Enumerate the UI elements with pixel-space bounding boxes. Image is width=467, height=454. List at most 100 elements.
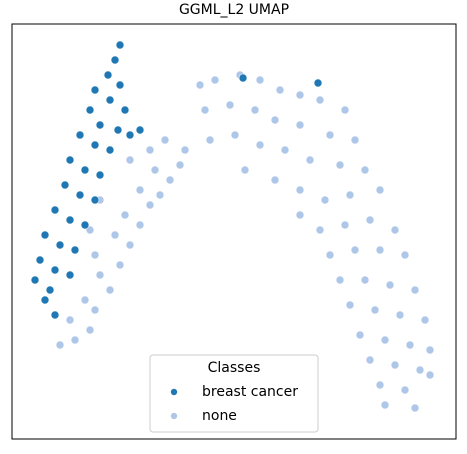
point xyxy=(415,365,425,375)
point xyxy=(270,115,280,125)
point xyxy=(180,145,190,155)
point xyxy=(270,175,280,185)
point xyxy=(165,175,175,185)
point xyxy=(135,185,145,195)
legend-box xyxy=(149,354,319,433)
point xyxy=(405,340,415,350)
point xyxy=(420,315,430,325)
point xyxy=(115,40,125,50)
point xyxy=(120,210,130,220)
point xyxy=(370,305,380,315)
point xyxy=(380,400,390,410)
point xyxy=(160,135,170,145)
point xyxy=(125,155,135,165)
point xyxy=(225,100,235,110)
point xyxy=(90,85,100,95)
point xyxy=(65,215,75,225)
point xyxy=(345,300,355,310)
point xyxy=(70,245,80,255)
point xyxy=(375,245,385,255)
point xyxy=(365,215,375,225)
point xyxy=(340,105,350,115)
point xyxy=(50,310,60,320)
point xyxy=(365,355,375,365)
point xyxy=(400,250,410,260)
point xyxy=(195,80,205,90)
point xyxy=(70,335,80,345)
point xyxy=(175,160,185,170)
point xyxy=(80,295,90,305)
point xyxy=(238,73,248,83)
point xyxy=(425,345,435,355)
point xyxy=(135,125,145,135)
point xyxy=(325,130,335,140)
point xyxy=(410,285,420,295)
point xyxy=(355,330,365,340)
point xyxy=(255,140,265,150)
point xyxy=(295,185,305,195)
point xyxy=(80,220,90,230)
point xyxy=(410,403,420,413)
point xyxy=(30,275,40,285)
point xyxy=(280,145,290,155)
points xyxy=(30,40,435,413)
point xyxy=(360,275,370,285)
point xyxy=(315,225,325,235)
legend: Classes breast cancer none xyxy=(149,354,319,433)
legend-marker xyxy=(170,388,178,396)
point xyxy=(250,105,260,115)
point xyxy=(335,160,345,170)
point xyxy=(65,315,75,325)
point xyxy=(50,265,60,275)
chart-title: GGML_L2 UMAP xyxy=(179,2,289,18)
point xyxy=(45,285,55,295)
point xyxy=(320,195,330,205)
point xyxy=(200,105,210,115)
point xyxy=(90,195,100,205)
point xyxy=(400,385,410,395)
point xyxy=(50,205,60,215)
point xyxy=(55,340,65,350)
point xyxy=(105,95,115,105)
point xyxy=(135,220,145,230)
point xyxy=(275,85,285,95)
point xyxy=(230,130,240,140)
point xyxy=(325,250,335,260)
point xyxy=(210,75,220,85)
point xyxy=(65,155,75,165)
legend-label: none xyxy=(202,408,237,424)
point xyxy=(80,165,90,175)
point xyxy=(75,190,85,200)
point xyxy=(35,255,45,265)
point xyxy=(145,200,155,210)
point xyxy=(315,95,325,105)
point xyxy=(360,165,370,175)
point xyxy=(40,230,50,240)
point xyxy=(295,90,305,100)
point xyxy=(95,120,105,130)
point xyxy=(390,225,400,235)
point xyxy=(425,370,435,380)
legend-title: Classes xyxy=(208,360,261,376)
point xyxy=(125,130,135,140)
point xyxy=(350,245,360,255)
point xyxy=(150,165,160,175)
point xyxy=(40,295,50,305)
point xyxy=(113,125,123,135)
point xyxy=(75,130,85,140)
point xyxy=(375,380,385,390)
point xyxy=(350,135,360,145)
point xyxy=(90,305,100,315)
point xyxy=(205,135,215,145)
point xyxy=(295,120,305,130)
point xyxy=(380,335,390,345)
point xyxy=(105,285,115,295)
point xyxy=(375,185,385,195)
point xyxy=(395,310,405,320)
point xyxy=(55,240,65,250)
point xyxy=(145,145,155,155)
point xyxy=(115,260,125,270)
point xyxy=(65,270,75,280)
point xyxy=(85,105,95,115)
